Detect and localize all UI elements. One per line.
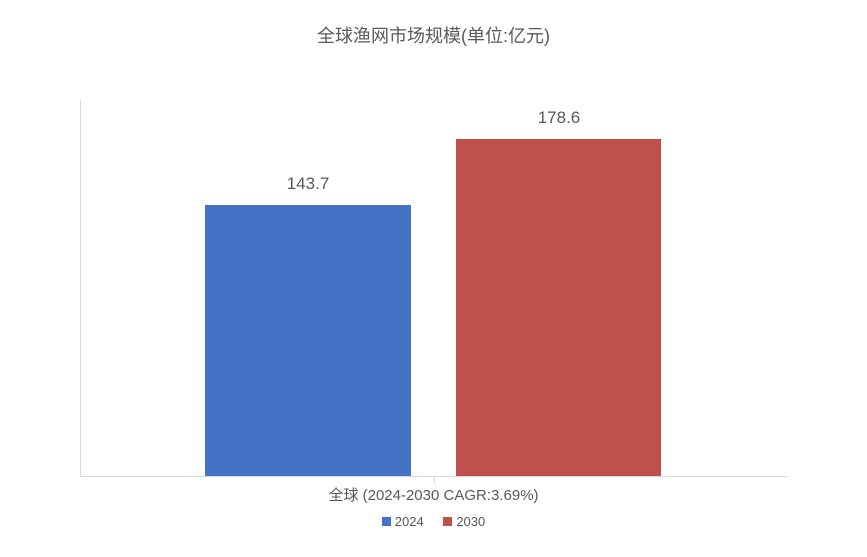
bar-label-2030: 178.6 bbox=[538, 108, 581, 128]
y-axis-line bbox=[80, 100, 81, 477]
chart-title: 全球渔网市场规模(单位:亿元) bbox=[0, 22, 867, 48]
legend: 2024 2030 bbox=[0, 513, 867, 529]
x-axis-tick bbox=[434, 477, 435, 483]
bar-2024 bbox=[205, 205, 410, 476]
legend-label-2024: 2024 bbox=[395, 514, 424, 529]
x-axis-category-label: 全球 (2024-2030 CAGR:3.69%) bbox=[0, 484, 867, 505]
legend-item-2030: 2030 bbox=[443, 513, 485, 529]
legend-item-2024: 2024 bbox=[382, 513, 424, 529]
chart-container: 全球渔网市场规模(单位:亿元) 143.7 178.6 全球 (2024-203… bbox=[0, 0, 867, 557]
plot-area: 143.7 178.6 bbox=[80, 100, 787, 477]
legend-swatch-2030 bbox=[443, 517, 452, 526]
legend-label-2030: 2030 bbox=[456, 514, 485, 529]
bar-2030 bbox=[456, 139, 661, 476]
bar-label-2024: 143.7 bbox=[287, 174, 330, 194]
legend-swatch-2024 bbox=[382, 517, 391, 526]
